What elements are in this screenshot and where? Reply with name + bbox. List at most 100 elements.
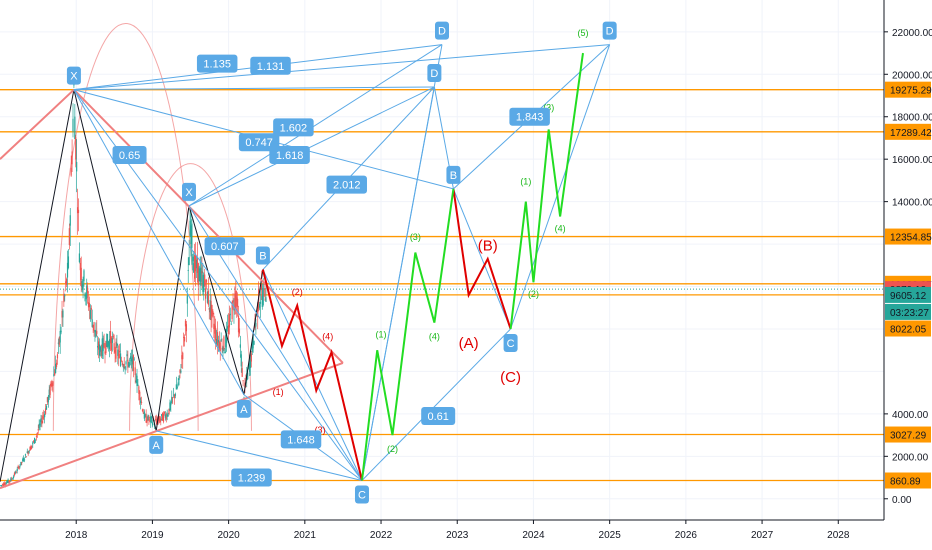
candle-body <box>86 285 88 298</box>
candle-body <box>116 342 118 346</box>
candle-body <box>74 116 76 139</box>
candle-body <box>2 483 5 486</box>
candle-body <box>151 422 154 426</box>
candle-body <box>88 302 91 308</box>
candle-body <box>217 339 220 343</box>
candle-body <box>168 408 170 414</box>
countdown-tag-text: 03:23:27 <box>890 308 929 319</box>
candle-body <box>45 406 48 410</box>
pattern-point-d: D <box>435 21 449 40</box>
candle-body <box>54 372 56 376</box>
ratio-box <box>421 407 456 425</box>
candle-body <box>14 471 16 474</box>
candle-body <box>123 363 125 368</box>
point-box <box>255 246 270 265</box>
candle-body <box>5 482 7 485</box>
candle-body <box>60 330 62 333</box>
candle-body <box>17 466 19 468</box>
pattern-point-c: C <box>503 333 518 352</box>
y-tick-label: 14000.00 <box>892 198 932 209</box>
candle-body <box>249 354 252 369</box>
candle-body <box>70 167 72 176</box>
candle-body <box>118 353 120 359</box>
candle-body <box>78 253 81 263</box>
candle-body <box>100 350 102 356</box>
candle-body <box>147 415 149 420</box>
candle-body <box>96 330 98 334</box>
point-text: D <box>438 26 446 38</box>
ratio-box <box>112 145 147 164</box>
y-tick-label: 4000.00 <box>892 410 929 421</box>
candle-body <box>224 351 226 353</box>
candle-body <box>109 331 112 344</box>
candle-body <box>125 361 127 365</box>
candle-body <box>59 330 61 343</box>
x-tick-label: 2019 <box>141 530 164 541</box>
candle-body <box>119 350 121 353</box>
point-box <box>427 64 442 83</box>
candle-body <box>167 415 169 417</box>
candle-body <box>112 336 114 338</box>
candle-body <box>25 456 27 458</box>
ratio-text: 1.843 <box>516 112 544 124</box>
candle-body <box>226 326 229 329</box>
candle-body <box>222 347 224 354</box>
candle-body <box>87 302 90 308</box>
candle-body <box>129 359 131 361</box>
point-text: X <box>70 71 78 83</box>
candle-body <box>155 419 157 423</box>
wave-layer: (5(2)(1)(4)(3)(B)(A)(C)(1)(2)(3)(4)(1)(2… <box>259 28 588 481</box>
candle-body <box>1 485 3 486</box>
level-tag-green-text: 9605.12 <box>890 291 927 302</box>
other-price-tag: 8022.05 <box>885 320 931 337</box>
candle-body <box>83 270 85 282</box>
candle-body <box>48 389 50 398</box>
candle-body <box>37 429 39 431</box>
candle-body <box>140 400 142 403</box>
candle-body <box>77 209 80 214</box>
ratio-label: 1.843 <box>509 107 550 126</box>
candle-body <box>188 256 190 266</box>
candle-body <box>143 411 145 419</box>
other-price-tag-text: 8022.05 <box>890 325 927 336</box>
candle-body <box>221 347 223 350</box>
candle-body <box>108 339 111 350</box>
candle-body <box>110 337 113 351</box>
x-tick-label: 2022 <box>370 530 393 541</box>
point-text: A <box>153 440 161 452</box>
candle-body <box>182 352 184 360</box>
candle-body <box>141 409 144 412</box>
candle-body <box>26 451 28 453</box>
candle-body <box>55 363 57 374</box>
candle-body <box>131 356 134 365</box>
red-wave-label: (A) <box>459 335 479 352</box>
candle-body <box>133 359 135 361</box>
candle-body <box>113 343 115 351</box>
candle-body <box>174 394 177 396</box>
candle-body <box>13 472 16 476</box>
candle-body <box>33 441 35 442</box>
pattern-point-a: A <box>236 399 251 418</box>
candle-body <box>84 294 86 297</box>
level-tag: 3027.29 <box>885 426 931 443</box>
candle-body <box>190 225 192 245</box>
candle-body <box>215 339 218 344</box>
candle-body <box>82 284 84 290</box>
blue-pattern-line <box>188 86 435 207</box>
candle-body <box>235 291 237 301</box>
candle-body <box>212 310 214 315</box>
arc <box>129 162 252 431</box>
point-text: A <box>240 404 248 416</box>
candle-body <box>102 338 104 352</box>
ratio-box <box>280 430 322 449</box>
point-box <box>503 333 518 352</box>
level-tag-text: 17289.42 <box>890 128 932 139</box>
level-tag: 12354.85 <box>885 228 932 245</box>
candle-body <box>64 295 66 297</box>
candle-body <box>99 346 102 352</box>
point-box <box>602 21 617 40</box>
candle-body <box>238 328 241 334</box>
candle-body <box>62 310 64 318</box>
ratio-label: 2.012 <box>326 175 367 194</box>
candle-body <box>201 271 203 274</box>
